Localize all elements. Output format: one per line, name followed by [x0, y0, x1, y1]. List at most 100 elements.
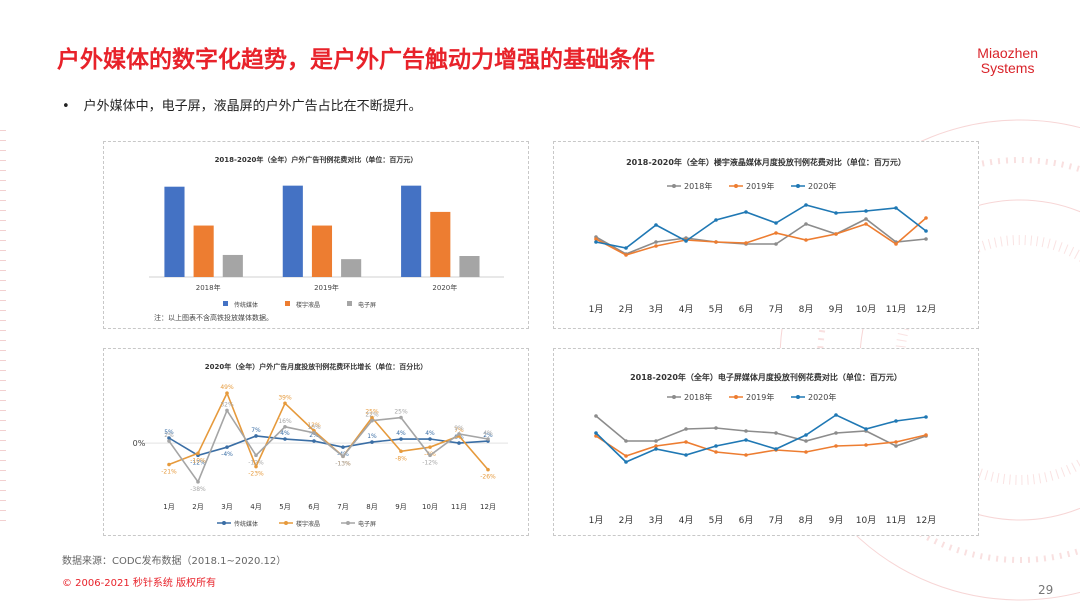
value-label: 32%	[220, 401, 234, 408]
legend-marker	[672, 184, 676, 188]
chart-note: 注：以上图表不含高铁投放媒体数据。	[154, 313, 273, 322]
legend-marker	[734, 395, 738, 399]
point	[254, 453, 258, 458]
point	[196, 480, 200, 484]
point	[924, 415, 928, 419]
value-label: 7%	[251, 427, 261, 434]
chart: 2018-2020年（全年）楼宇液晶媒体月度投放刊例花费对比（单位：百万元） 1月…	[589, 157, 937, 315]
x-tick-label: 9月	[829, 515, 844, 526]
legend-label: 传统媒体	[234, 301, 258, 309]
value-label: 10%	[307, 424, 321, 431]
line	[595, 217, 927, 256]
bar	[341, 259, 362, 277]
x-tick-label: 12月	[480, 503, 496, 511]
value-label: 9%	[454, 425, 464, 432]
x-tick-label: 7月	[769, 515, 784, 526]
chart-title: 2018-2020年（全年）电子屏媒体月度投放刊例花费对比（单位：百万元）	[630, 372, 902, 382]
x-tick-label: 10月	[422, 503, 438, 511]
legend-label: 楼宇液晶	[296, 520, 320, 528]
x-tick-label: 5月	[709, 515, 724, 526]
point	[594, 414, 598, 418]
x-tick-label: 11月	[886, 304, 906, 315]
x-tick-label: 3月	[221, 503, 232, 511]
point	[370, 418, 374, 423]
value-label: 2%	[309, 432, 319, 439]
x-tick-label: 5月	[279, 503, 290, 511]
value-label: 2%	[483, 432, 493, 439]
point	[744, 453, 748, 457]
point	[714, 450, 718, 454]
line	[595, 204, 927, 249]
x-tick-label: 6月	[739, 304, 754, 315]
value-label: -13%	[335, 460, 351, 467]
point	[312, 431, 316, 435]
point	[864, 443, 868, 447]
legend-label: 2019年	[746, 181, 774, 191]
point	[804, 238, 808, 242]
point	[924, 229, 928, 233]
value-label: 2%	[164, 432, 174, 439]
point	[399, 415, 403, 420]
value-label: -26%	[480, 474, 496, 481]
point	[624, 253, 628, 257]
x-tick-label: 4月	[679, 515, 694, 526]
value-label: 16%	[278, 418, 292, 425]
logo-line: Miaozhen	[977, 45, 1038, 61]
x-tick-label: 8月	[799, 304, 814, 315]
x-tick-label: 11月	[451, 503, 467, 511]
point	[774, 431, 778, 435]
point	[714, 444, 718, 448]
point	[894, 419, 898, 423]
bar	[459, 256, 480, 277]
chart-box: 2018-2020年（全年）楼宇液晶媒体月度投放刊例花费对比（单位：百万元） 1月…	[553, 141, 979, 329]
value-label: 25%	[365, 409, 379, 416]
point	[283, 437, 287, 441]
point	[714, 218, 718, 222]
point	[341, 454, 345, 459]
point	[804, 222, 808, 226]
point	[283, 424, 287, 429]
point	[624, 454, 628, 458]
source: 数据来源：CODC发布数据（2018.1~2020.12）	[62, 556, 287, 567]
point	[225, 445, 229, 449]
value-label: -4%	[221, 451, 233, 458]
legend-label: 2018年	[684, 392, 712, 402]
legend-label: 2019年	[746, 392, 774, 402]
point	[894, 206, 898, 210]
bar	[164, 186, 185, 277]
point	[684, 427, 688, 431]
value-label: -13%	[335, 460, 351, 467]
y-tick-label: 0%	[133, 439, 146, 448]
logo-line: Systems	[980, 60, 1035, 76]
legend-marker	[796, 184, 800, 188]
legend-label: 传统媒体	[234, 520, 258, 528]
legend-marker	[346, 521, 350, 525]
value-label: 4%	[425, 430, 435, 437]
chart: 2018-2020年（全年）电子屏媒体月度投放刊例花费对比（单位：百万元） 1月 2…	[589, 372, 937, 526]
page-number: 29	[1038, 583, 1054, 597]
point	[864, 217, 868, 221]
value-label: -10%	[190, 457, 206, 464]
line	[595, 415, 927, 447]
point	[399, 449, 403, 454]
point	[684, 239, 688, 243]
point	[684, 453, 688, 457]
value-label: 4%	[280, 430, 290, 437]
x-tick-label: 5月	[709, 304, 724, 315]
x-tick-label: 9月	[829, 304, 844, 315]
x-tick-label: 12月	[916, 515, 936, 526]
x-tick-label: 1月	[589, 304, 604, 315]
value-label: -38%	[190, 486, 206, 493]
decoration-ticks	[0, 130, 6, 530]
x-tick-label: 3月	[649, 515, 664, 526]
point	[864, 427, 868, 431]
point	[714, 426, 718, 430]
point	[894, 242, 898, 246]
point	[744, 429, 748, 433]
point	[714, 240, 718, 244]
point	[654, 447, 658, 451]
point	[312, 439, 316, 443]
chart: 2020年（全年）户外广告月度投放刊例花费环比增长（单位：百分比） 0% 1月 2月 3…	[133, 362, 508, 528]
legend-swatch	[347, 301, 352, 306]
point	[370, 415, 374, 420]
